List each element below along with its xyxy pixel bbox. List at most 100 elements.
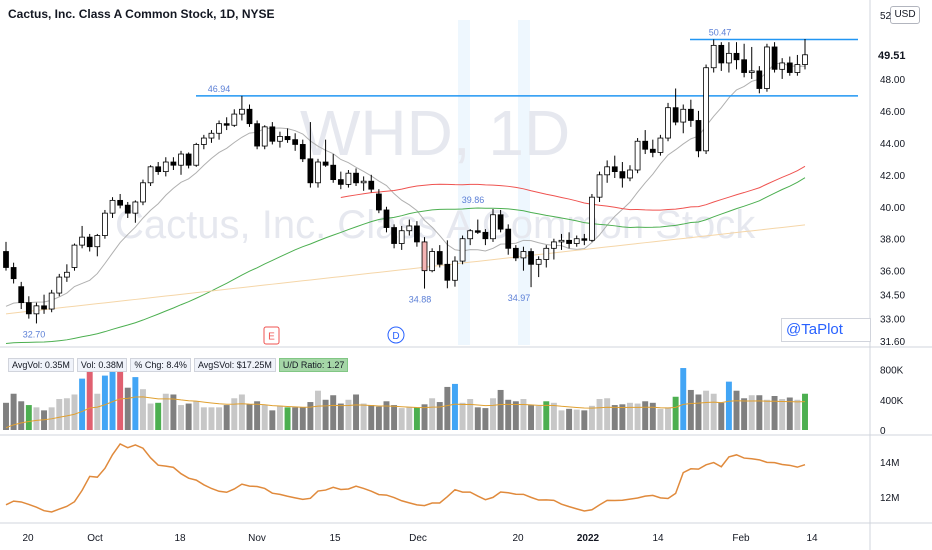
candle-body: [178, 153, 184, 166]
price-tick-label: 38.00: [880, 235, 905, 246]
volume-bar: [794, 399, 801, 430]
volume-bar: [763, 399, 770, 430]
volume-bar: [482, 408, 489, 430]
volume-bar: [695, 394, 702, 430]
candle-body: [246, 108, 253, 125]
volume-bar: [649, 402, 656, 430]
candle-body: [94, 235, 101, 248]
chart-title: Cactus, Inc. Class A Common Stock, 1D, N…: [8, 7, 275, 21]
volume-bar: [512, 401, 519, 430]
volume-bar: [261, 405, 268, 430]
candle-body: [604, 166, 611, 176]
candle-body: [185, 153, 192, 166]
volume-bar: [375, 406, 382, 430]
indicator-tick-label: 14M: [880, 458, 899, 469]
ma-line: [5, 177, 806, 344]
volume-bar: [231, 398, 238, 430]
candle-body: [398, 230, 405, 244]
candle-body: [360, 180, 367, 184]
candle-body: [786, 62, 793, 73]
volume-bar: [216, 407, 223, 430]
candle-body: [322, 161, 329, 166]
time-tick-label: Feb: [732, 533, 750, 544]
volume-bar: [63, 398, 70, 430]
candle-body: [383, 209, 390, 228]
volume-bar: [748, 395, 755, 430]
candle-body: [733, 52, 740, 61]
candle-body: [718, 44, 725, 64]
candle-body: [771, 46, 778, 70]
candle-body: [535, 259, 542, 265]
time-tick-label: Nov: [248, 533, 266, 544]
candle-body: [695, 120, 702, 152]
time-tick-label: 14: [806, 533, 818, 544]
indicator-line: [5, 443, 806, 513]
candle-body: [102, 212, 108, 236]
volume-bar: [322, 399, 329, 430]
candle-body: [33, 305, 40, 315]
volume-bar: [18, 401, 25, 430]
credit-badge[interactable]: @TaPlot: [781, 318, 871, 342]
volume-bar: [25, 405, 32, 430]
currency-badge[interactable]: USD: [890, 6, 920, 24]
volume-bar: [170, 394, 177, 430]
candle-body: [657, 137, 664, 153]
volume-bar: [299, 407, 306, 430]
volume-bar: [117, 363, 124, 430]
candle-body: [802, 54, 808, 65]
candle-body: [337, 179, 344, 185]
price-annotation: 34.97: [508, 293, 531, 303]
candle-body: [581, 238, 588, 241]
volume-bar: [276, 405, 283, 430]
volume-bar: [56, 399, 63, 430]
avg-dollar-vol-label: AvgSVol: $17.25M: [193, 358, 276, 372]
candle-body: [680, 108, 687, 123]
volume-bar: [741, 398, 748, 430]
candle-body: [505, 228, 512, 249]
volume-bar: [680, 368, 687, 430]
volume-bar: [467, 399, 474, 430]
candle-body: [596, 174, 603, 198]
volume-bar: [155, 402, 162, 430]
volume-bar: [703, 390, 710, 430]
candle-body: [406, 225, 413, 232]
price-annotation: 46.94: [208, 84, 231, 94]
volume-bar: [360, 403, 367, 430]
candle-body: [429, 251, 436, 272]
candle-body: [147, 166, 154, 184]
candle-body: [375, 193, 382, 211]
volume-bar: [391, 405, 398, 430]
volume-bar: [665, 407, 672, 430]
volume-bar: [79, 378, 86, 430]
candle-body: [345, 172, 352, 185]
candle-body: [71, 244, 78, 268]
price-annotation: 39.86: [462, 195, 485, 205]
volume-bar: [786, 397, 793, 430]
highlight-band: [458, 20, 470, 345]
candle-body: [741, 59, 747, 73]
price-tick-label: 48.00: [880, 75, 905, 86]
dividend-marker-label: D: [392, 331, 399, 342]
candle-body: [307, 158, 314, 184]
volume-bar: [733, 390, 740, 430]
candle-body: [573, 238, 580, 244]
volume-bar: [528, 405, 535, 430]
volume-legend: AvgVol: 0.35M Vol: 0.38M % Chg: 8.4% Avg…: [8, 358, 349, 372]
candle-body: [726, 52, 732, 64]
volume-bar: [779, 399, 786, 430]
volume-bar: [86, 367, 93, 430]
dividend-marker[interactable]: [387, 326, 405, 344]
candle-body: [414, 225, 420, 243]
volume-bar: [124, 387, 131, 430]
volume-bar: [337, 403, 344, 430]
volume-bar: [718, 402, 725, 430]
candle-body: [710, 44, 717, 69]
volume-bar: [208, 407, 215, 430]
candle-body: [64, 271, 70, 278]
time-tick-label: 20: [512, 533, 524, 544]
volume-bar: [657, 408, 664, 430]
candle-body: [277, 136, 283, 142]
price-current-bg: [872, 46, 912, 63]
earnings-marker[interactable]: [263, 326, 280, 345]
candle-body: [223, 123, 230, 126]
